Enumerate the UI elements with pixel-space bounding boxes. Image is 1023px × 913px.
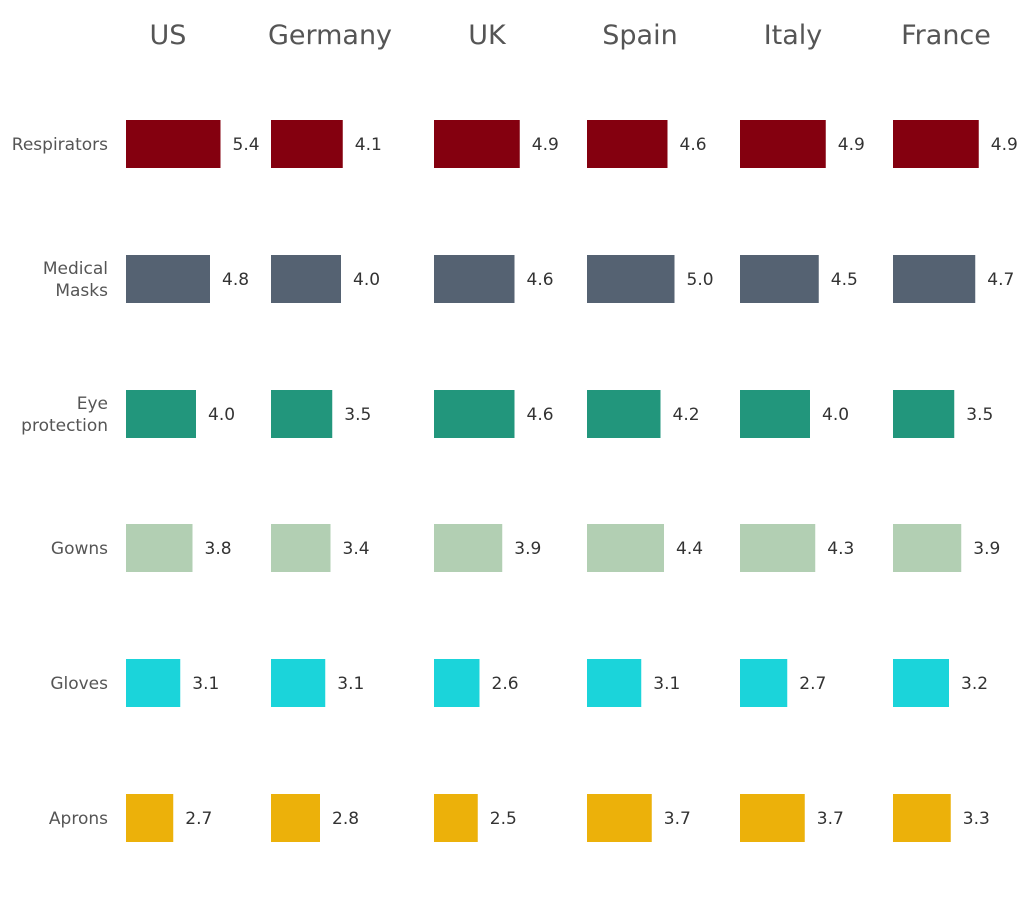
value-label-gloves-uk: 2.6 bbox=[492, 674, 519, 694]
value-label-eye-protection-uk: 4.6 bbox=[527, 405, 554, 425]
value-label-medical-masks-us: 4.8 bbox=[222, 270, 249, 290]
bar-gowns-uk bbox=[434, 524, 503, 572]
bar-eye-protection-france bbox=[893, 390, 955, 438]
value-label-gloves-france: 3.2 bbox=[961, 674, 988, 694]
bar-respirators-us bbox=[126, 120, 221, 168]
category-label-respirators: Respirators bbox=[12, 135, 108, 155]
bar-medical-masks-italy bbox=[740, 255, 819, 303]
bar-aprons-germany bbox=[271, 794, 320, 842]
panel-title-spain: Spain bbox=[602, 20, 677, 51]
value-label-gowns-us: 3.8 bbox=[205, 539, 232, 559]
value-label-eye-protection-italy: 4.0 bbox=[822, 405, 849, 425]
value-label-gowns-france: 3.9 bbox=[973, 539, 1000, 559]
bar-eye-protection-spain bbox=[587, 390, 661, 438]
category-label-gloves: Gloves bbox=[50, 674, 108, 694]
category-label-eye-protection-line-2: protection bbox=[21, 416, 108, 436]
bar-eye-protection-italy bbox=[740, 390, 810, 438]
bar-aprons-france bbox=[893, 794, 951, 842]
value-label-aprons-uk: 2.5 bbox=[490, 809, 517, 829]
value-label-aprons-france: 3.3 bbox=[963, 809, 990, 829]
category-label-gowns: Gowns bbox=[51, 539, 108, 559]
bar-aprons-us bbox=[126, 794, 174, 842]
value-label-eye-protection-spain: 4.2 bbox=[673, 405, 700, 425]
bar-eye-protection-germany bbox=[271, 390, 333, 438]
value-label-eye-protection-germany: 3.5 bbox=[344, 405, 371, 425]
value-label-respirators-germany: 4.1 bbox=[355, 135, 382, 155]
bar-gloves-france bbox=[893, 659, 949, 707]
bar-gloves-uk bbox=[434, 659, 480, 707]
value-label-gowns-italy: 4.3 bbox=[827, 539, 854, 559]
bar-respirators-italy bbox=[740, 120, 826, 168]
bar-gloves-italy bbox=[740, 659, 788, 707]
panel-title-italy: Italy bbox=[764, 20, 823, 51]
value-label-aprons-us: 2.7 bbox=[185, 809, 212, 829]
bar-gowns-france bbox=[893, 524, 962, 572]
value-label-respirators-spain: 4.6 bbox=[680, 135, 707, 155]
bar-gloves-spain bbox=[587, 659, 642, 707]
value-label-gloves-spain: 3.1 bbox=[653, 674, 680, 694]
bar-gowns-us bbox=[126, 524, 193, 572]
bar-aprons-italy bbox=[740, 794, 805, 842]
bar-gowns-spain bbox=[587, 524, 664, 572]
value-label-gloves-italy: 2.7 bbox=[799, 674, 826, 694]
category-label-aprons: Aprons bbox=[49, 809, 108, 829]
value-label-medical-masks-france: 4.7 bbox=[987, 270, 1014, 290]
bar-gowns-germany bbox=[271, 524, 331, 572]
value-label-medical-masks-spain: 5.0 bbox=[687, 270, 714, 290]
value-label-medical-masks-uk: 4.6 bbox=[527, 270, 554, 290]
bar-medical-masks-us bbox=[126, 255, 210, 303]
bar-respirators-france bbox=[893, 120, 979, 168]
value-label-medical-masks-italy: 4.5 bbox=[831, 270, 858, 290]
bar-eye-protection-uk bbox=[434, 390, 515, 438]
panel-title-france: France bbox=[901, 20, 991, 51]
category-label-medical-masks-line-2: Masks bbox=[55, 281, 108, 301]
bar-respirators-spain bbox=[587, 120, 668, 168]
value-label-aprons-spain: 3.7 bbox=[664, 809, 691, 829]
panel-title-us: US bbox=[150, 20, 187, 51]
value-label-respirators-us: 5.4 bbox=[233, 135, 260, 155]
bar-medical-masks-germany bbox=[271, 255, 341, 303]
value-label-gloves-us: 3.1 bbox=[192, 674, 219, 694]
value-label-respirators-uk: 4.9 bbox=[532, 135, 559, 155]
value-label-respirators-italy: 4.9 bbox=[838, 135, 865, 155]
value-label-eye-protection-france: 3.5 bbox=[966, 405, 993, 425]
panel-title-uk: UK bbox=[468, 20, 507, 51]
bar-gloves-germany bbox=[271, 659, 326, 707]
bar-medical-masks-france bbox=[893, 255, 976, 303]
bar-eye-protection-us bbox=[126, 390, 196, 438]
bar-respirators-germany bbox=[271, 120, 343, 168]
value-label-gowns-spain: 4.4 bbox=[676, 539, 703, 559]
value-label-respirators-france: 4.9 bbox=[991, 135, 1018, 155]
category-label-eye-protection-line-1: Eye bbox=[77, 394, 108, 414]
bar-medical-masks-uk bbox=[434, 255, 515, 303]
value-label-aprons-germany: 2.8 bbox=[332, 809, 359, 829]
bar-medical-masks-spain bbox=[587, 255, 675, 303]
value-label-gloves-germany: 3.1 bbox=[337, 674, 364, 694]
bar-gowns-italy bbox=[740, 524, 816, 572]
bar-aprons-spain bbox=[587, 794, 652, 842]
bar-respirators-uk bbox=[434, 120, 520, 168]
panel-title-germany: Germany bbox=[268, 20, 392, 51]
value-label-aprons-italy: 3.7 bbox=[817, 809, 844, 829]
value-label-medical-masks-germany: 4.0 bbox=[353, 270, 380, 290]
bar-aprons-uk bbox=[434, 794, 478, 842]
bar-gloves-us bbox=[126, 659, 181, 707]
value-label-gowns-uk: 3.9 bbox=[514, 539, 541, 559]
category-label-medical-masks-line-1: Medical bbox=[43, 259, 108, 279]
value-label-eye-protection-us: 4.0 bbox=[208, 405, 235, 425]
value-label-gowns-germany: 3.4 bbox=[343, 539, 370, 559]
